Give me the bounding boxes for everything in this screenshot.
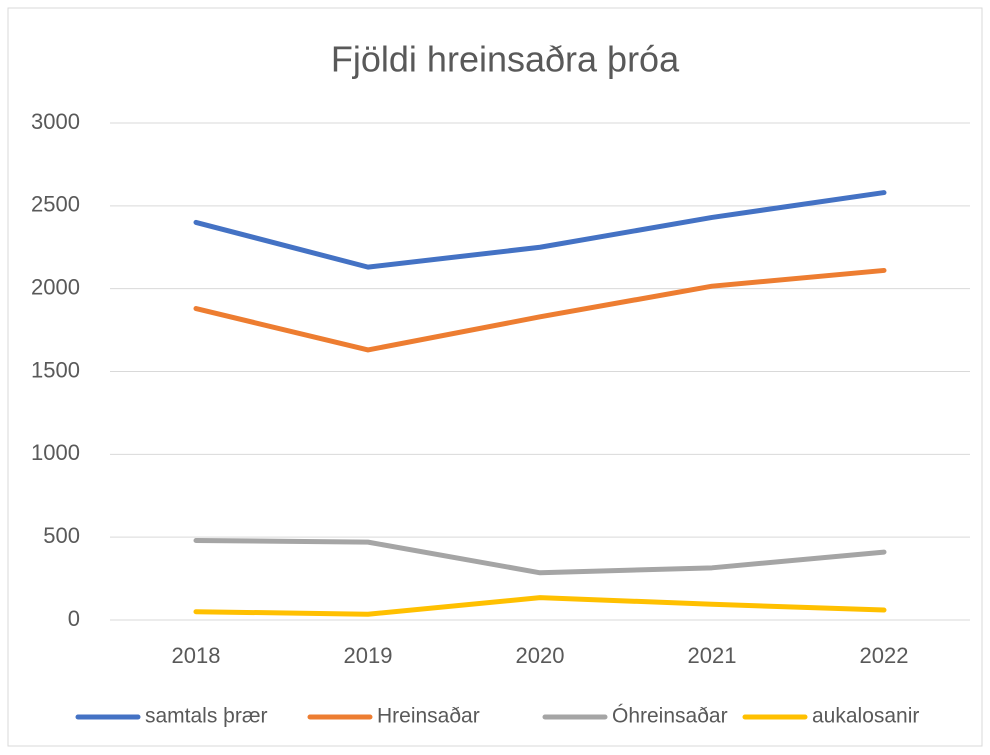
series-line <box>193 595 887 617</box>
x-tick-label: 2021 <box>688 643 737 668</box>
y-tick-label: 2000 <box>31 274 80 299</box>
x-tick-label: 2020 <box>516 643 565 668</box>
y-tick-label: 1500 <box>31 357 80 382</box>
y-tick-label: 2500 <box>31 192 80 217</box>
chart-title: Fjöldi hreinsaðra þróa <box>331 39 680 80</box>
x-tick-label: 2022 <box>860 643 909 668</box>
x-tick-label: 2019 <box>344 643 393 668</box>
legend-label: Óhreinsaðar <box>612 705 728 728</box>
legend-label: aukalosanir <box>812 705 919 728</box>
series-line <box>193 267 887 353</box>
y-tick-label: 0 <box>68 606 80 631</box>
x-tick-label: 2018 <box>172 643 221 668</box>
y-tick-label: 1000 <box>31 440 80 465</box>
y-tick-label: 500 <box>43 523 80 548</box>
series-line <box>193 190 887 270</box>
chart-border <box>7 7 983 747</box>
series-line <box>193 537 887 576</box>
legend-label: Hreinsaðar <box>377 705 480 728</box>
legend-label: samtals þrær <box>145 705 268 728</box>
y-tick-label: 3000 <box>31 109 80 134</box>
